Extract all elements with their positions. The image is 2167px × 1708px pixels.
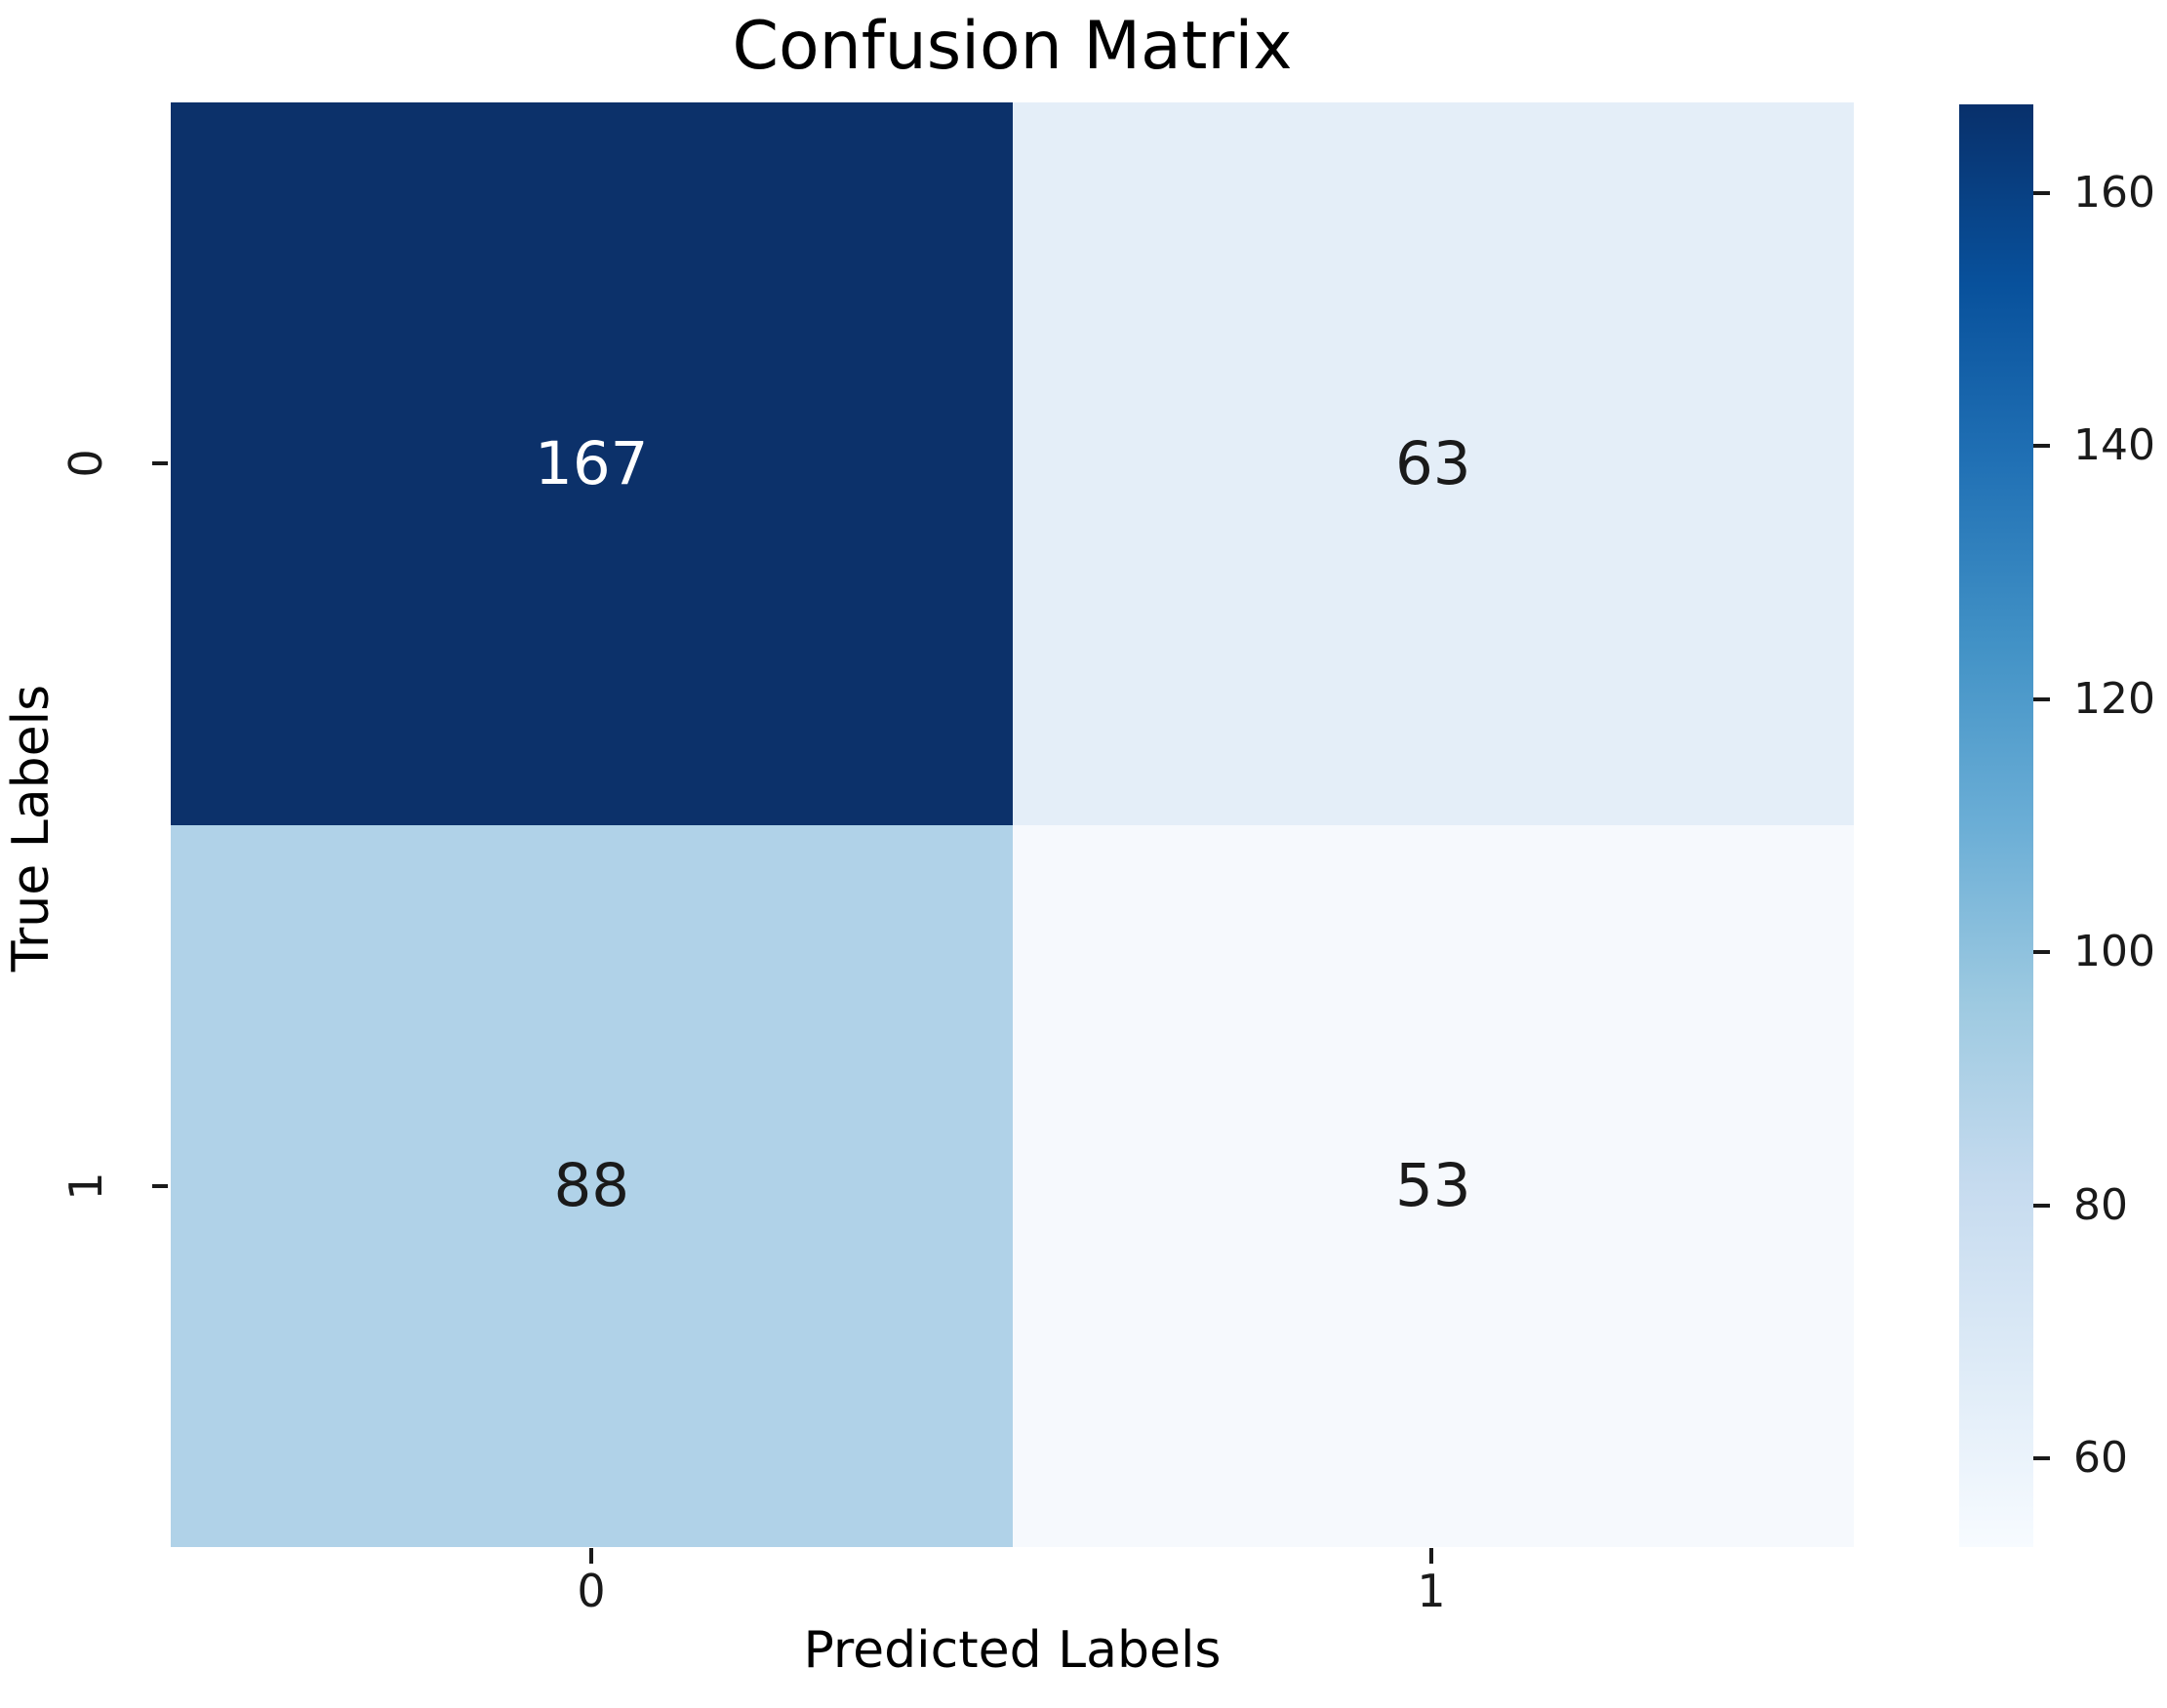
heatmap-cell-true0-pred0: 167 [171,102,1013,825]
colorbar [1959,104,2033,1547]
chart-title: Confusion Matrix [732,8,1293,85]
y-axis-label: True Labels [2,684,60,973]
heatmap-cell-true1-pred1: 53 [1012,824,1854,1547]
colorbar-tick-label: 60 [2073,1433,2128,1484]
colorbar-tick-mark [2033,1456,2050,1461]
colorbar-tick: 60 [2033,1437,2128,1480]
x-tick-label-1: 1 [1417,1565,1446,1617]
heatmap-cell-true1-pred0: 88 [171,824,1013,1547]
y-tick-label-0: 0 [60,449,112,478]
colorbar-tick-label: 120 [2073,673,2155,724]
colorbar-tick-mark [2033,444,2050,449]
x-axis-label: Predicted Labels [803,1621,1222,1680]
colorbar-tick-label: 160 [2073,167,2155,218]
y-tick-mark-1 [152,1184,168,1188]
colorbar-tick: 160 [2033,167,2155,218]
colorbar-tick: 80 [2033,1179,2128,1230]
x-tick-label-0: 0 [577,1565,606,1617]
cell-value: 63 [1394,428,1471,498]
y-tick-label-1: 1 [60,1172,112,1201]
cell-value: 88 [553,1151,630,1221]
colorbar-tick-mark [2033,1203,2050,1208]
colorbar-tick-label: 80 [2073,1179,2128,1230]
cell-value: 53 [1394,1151,1471,1221]
heatmap-grid: 167 63 88 53 [171,102,1854,1547]
colorbar-tick: 100 [2033,931,2155,973]
colorbar-tick-mark [2033,950,2050,955]
x-tick-mark-0 [589,1548,593,1564]
colorbar-tick-label: 100 [2073,927,2155,977]
colorbar-tick: 120 [2033,673,2155,724]
y-tick-mark-0 [152,461,168,465]
colorbar-ticks: 60 80 100 120 140 160 [1959,104,2155,1547]
colorbar-tick-mark [2033,190,2050,195]
cell-value: 167 [535,428,649,498]
x-tick-mark-1 [1429,1548,1433,1564]
colorbar-tick-label: 140 [2073,420,2155,471]
heatmap-cell-true0-pred1: 63 [1012,102,1854,825]
colorbar-tick: 140 [2033,424,2155,467]
colorbar-tick-mark [2033,696,2050,701]
